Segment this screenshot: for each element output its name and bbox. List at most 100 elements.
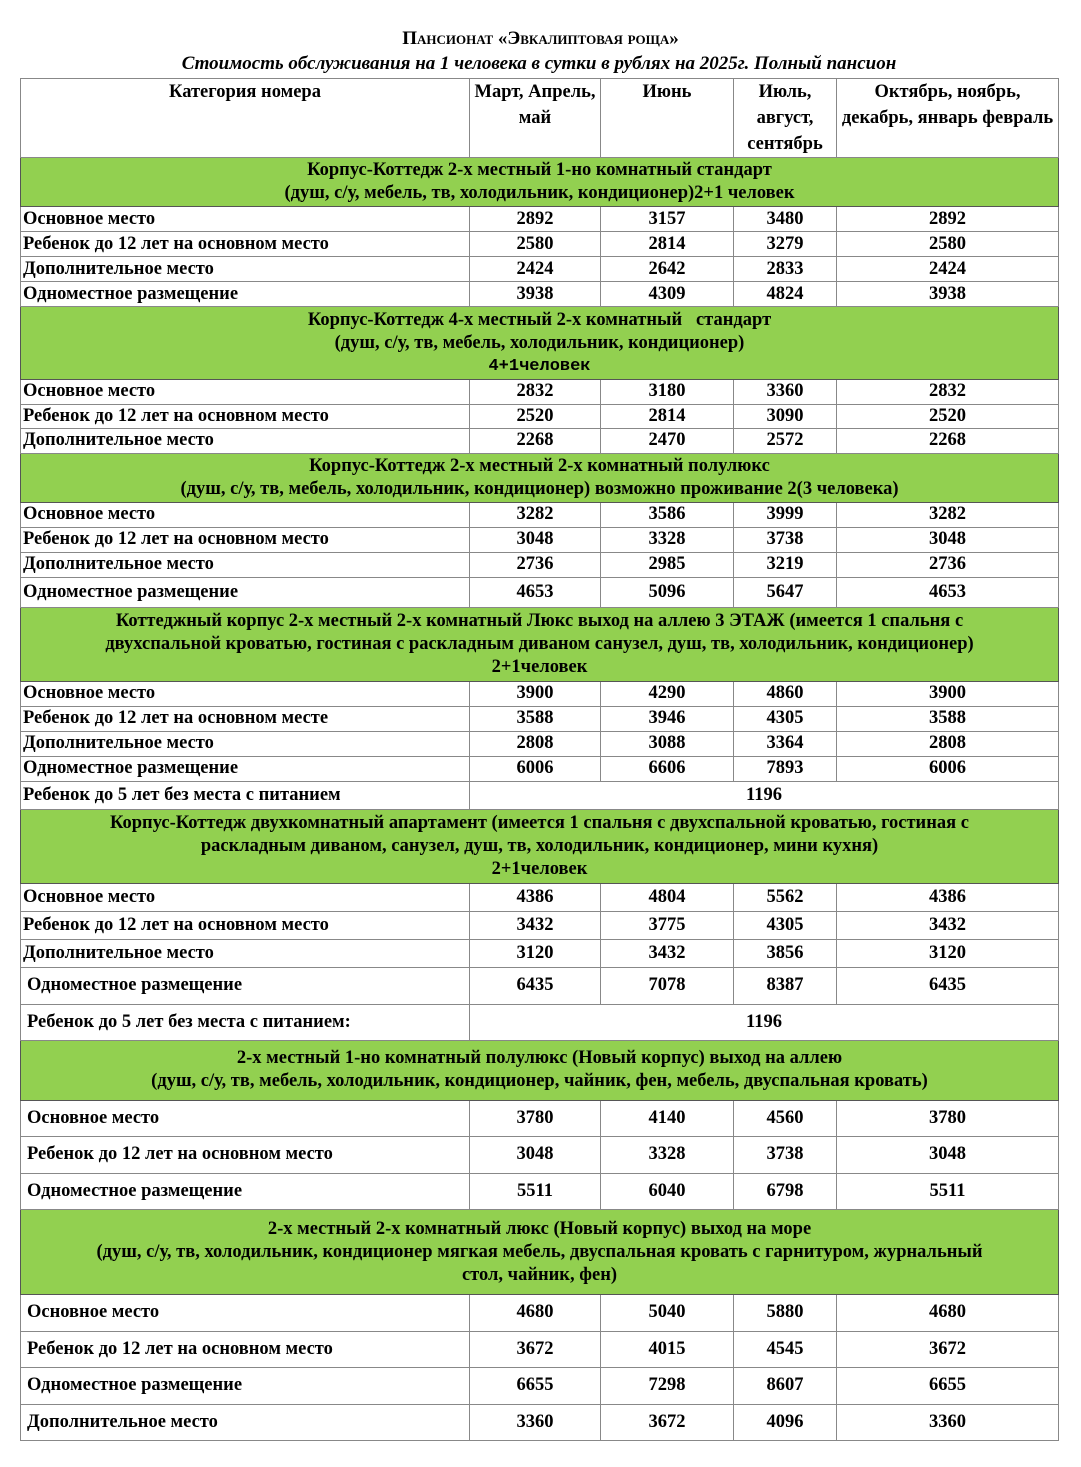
table-row: Основное место 2892 3157 3480 2892 [20, 206, 1059, 232]
section-title-line: Корпус-Коттедж двухкомнатный апартамент … [110, 812, 969, 833]
price-cell: 6435 [836, 966, 1059, 1005]
price-cell: 4290 [600, 680, 734, 707]
price-cell: 6655 [469, 1367, 601, 1405]
header-category: Категория номера [20, 78, 470, 158]
row-label: Основное место [20, 379, 470, 405]
table-row: Ребенок до 12 лет на основном место 3048 3… [20, 526, 1059, 553]
row-label: Одноместное размещение [20, 576, 470, 608]
price-cell: 3672 [469, 1330, 601, 1368]
section-title: 2-х местный 2-х комнатный люкс (Новый ко… [20, 1209, 1059, 1295]
row-label: Ребенок до 12 лет на основном место [20, 1136, 470, 1174]
price-cell: 6040 [600, 1172, 734, 1210]
table-row: Ребенок до 12 лет на основном месте 3588 3… [20, 705, 1059, 732]
table-row: Основное место 2832 3180 3360 2832 [20, 379, 1059, 405]
table-row: Ребенок до 12 лет на основном место 3672 4… [20, 1330, 1059, 1368]
price-cell: 4804 [600, 882, 734, 912]
row-label: Основное место [20, 501, 470, 528]
document-subtitle: Стоимость обслуживания на 1 человека в с… [181, 53, 897, 74]
price-cell: 6006 [836, 755, 1059, 782]
price-cell: 4140 [600, 1099, 734, 1137]
header-june: Июнь [600, 78, 734, 158]
section-title-line: (душ, с/у, тв, мебель, холодильник, конд… [180, 478, 899, 499]
section-title-line: 2+1человек [491, 858, 588, 879]
price-cell: 3588 [469, 705, 601, 732]
header-july-september: Июль, август, сентябрь [733, 78, 837, 158]
price-cell: 4545 [733, 1330, 837, 1368]
price-cell: 3672 [836, 1330, 1059, 1368]
table-row: Одноместное размещение 3938 4309 4824 3938 [20, 281, 1059, 307]
table-row: Одноместное размещение 6006 6606 7893 6006 [20, 755, 1059, 782]
table-row: Одноместное размещение 6655 7298 8607 6655 [20, 1367, 1059, 1405]
section-title-line: Корпус-Коттедж 4-х местный 2-х комнатный… [307, 309, 772, 330]
row-label: Основное место [20, 206, 470, 232]
price-cell: 3900 [469, 680, 601, 707]
price-cell: 3856 [733, 938, 837, 968]
price-cell: 3088 [600, 730, 734, 757]
row-label: Одноместное размещение [20, 1367, 470, 1405]
price-cell: 5562 [733, 882, 837, 912]
row-label: Одноместное размещение [20, 1172, 470, 1210]
document-title: Пансионат «Эвкалиптовая роща» [402, 28, 679, 49]
price-cell: 4096 [733, 1403, 837, 1441]
price-cell: 3282 [836, 501, 1059, 528]
price-cell: 3360 [836, 1403, 1059, 1441]
price-cell: 3120 [836, 938, 1059, 968]
row-label: Основное место [20, 882, 470, 912]
table-row: Ребенок до 12 лет на основном место 2580 2… [20, 231, 1059, 257]
section-title-line: 2-х местный 2-х комнатный люкс (Новый ко… [267, 1218, 812, 1239]
section-title-line: двухспальной кроватью, гостиная с раскла… [105, 633, 974, 654]
price-cell: 2833 [733, 256, 837, 282]
row-label: Ребенок до 12 лет на основном место [20, 1330, 470, 1368]
row-label: Одноместное размещение [20, 281, 470, 307]
section-header-row: Корпус-Коттедж двухкомнатный апартамент … [20, 808, 1059, 884]
table-row: Дополнительное место 2736 2985 3219 2736 [20, 551, 1059, 578]
section-title-line: раскладным диваном, санузел, душ, тв, хо… [200, 835, 879, 856]
price-cell: 3157 [600, 206, 734, 232]
price-cell: 3432 [469, 910, 601, 940]
section-title-line: Коттеджный корпус 2-х местный 2-х комнат… [115, 610, 964, 631]
table-row: Дополнительное место 3360 3672 4096 3360 [20, 1403, 1059, 1441]
table-row: Основное место 4386 4804 5562 4386 [20, 882, 1059, 912]
price-cell: 3360 [733, 379, 837, 405]
section-header-row: Корпус-Коттедж 4-х местный 2-х комнатный… [20, 306, 1059, 380]
table-row: Дополнительное место 3120 3432 3856 3120 [20, 938, 1059, 968]
price-cell: 2814 [600, 231, 734, 257]
price-cell: 3219 [733, 551, 837, 578]
row-label: Дополнительное место [20, 428, 470, 454]
price-cell: 7893 [733, 755, 837, 782]
section-title-line: (душ, с/у, мебель, тв, холодильник, конд… [284, 183, 795, 203]
price-cell: 8607 [733, 1367, 837, 1405]
table-row: Дополнительное место 2424 2642 2833 2424 [20, 256, 1059, 282]
section-header-row: Корпус-Коттедж 2-х местный 1-но комнатны… [20, 157, 1059, 207]
price-cell: 3432 [600, 938, 734, 968]
price-cell: 4386 [836, 882, 1059, 912]
section-title-line: 2-х местный 1-но комнатный полулюкс (Нов… [236, 1048, 843, 1068]
price-cell: 2808 [469, 730, 601, 757]
price-cell: 3364 [733, 730, 837, 757]
price-cell: 4860 [733, 680, 837, 707]
price-cell: 3738 [733, 526, 837, 553]
price-cell: 3900 [836, 680, 1059, 707]
price-cell: 3432 [836, 910, 1059, 940]
price-cell: 4386 [469, 882, 601, 912]
table-row: Основное место 3780 4140 4560 3780 [20, 1099, 1059, 1137]
table-row: Одноместное размещение 5511 6040 6798 5511 [20, 1172, 1059, 1210]
price-cell: 2580 [836, 231, 1059, 257]
price-cell: 2520 [836, 403, 1059, 429]
price-cell: 5040 [600, 1294, 734, 1332]
price-cell: 3048 [836, 1136, 1059, 1174]
section-title-line: 2+1человек [491, 656, 588, 677]
price-cell: 2985 [600, 551, 734, 578]
section-title: Корпус-Коттедж двухкомнатный апартамент … [20, 808, 1059, 884]
price-cell: 3120 [469, 938, 601, 968]
price-cell: 3090 [733, 403, 837, 429]
table-row: Основное место 3900 4290 4860 3900 [20, 680, 1059, 707]
section-title-line: (душ, с/у, тв, мебель, холодильник, конд… [151, 1071, 928, 1091]
price-cell: 5511 [836, 1172, 1059, 1210]
header-october-february: Октябрь, ноябрь, декабрь, январь февраль [836, 78, 1059, 158]
price-cell: 2470 [600, 428, 734, 454]
price-cell: 2642 [600, 256, 734, 282]
price-cell: 5647 [733, 576, 837, 608]
price-cell: 4305 [733, 910, 837, 940]
price-cell: 3938 [469, 281, 601, 307]
